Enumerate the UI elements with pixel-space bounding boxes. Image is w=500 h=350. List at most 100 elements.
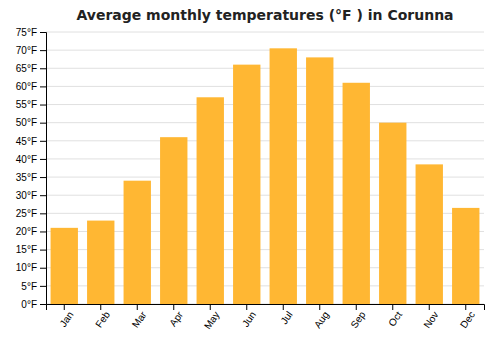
tick: Apr — [167, 304, 185, 328]
tick-label: Nov — [421, 309, 440, 330]
tick-label: Jul — [278, 309, 294, 326]
bar — [416, 164, 443, 304]
plot: 0°F 5°F 10°F 15°F 20°F 25°F 30°F 35°F 40°F 45°F 50… — [16, 27, 485, 331]
tick: Nov — [421, 304, 440, 330]
tick-label: Apr — [167, 309, 185, 329]
tick: 35°F — [16, 172, 46, 183]
tick-mark — [137, 304, 138, 310]
tick: 75°F — [16, 27, 46, 38]
grid-line — [46, 68, 484, 69]
tick-mark — [429, 304, 430, 310]
bar — [233, 65, 260, 304]
bar — [306, 57, 333, 304]
axis-line — [47, 305, 485, 311]
tick-mark — [392, 304, 393, 310]
tick-mark — [40, 195, 46, 196]
tick-mark — [283, 304, 284, 310]
tick-label: Mar — [130, 309, 149, 330]
tick-mark — [40, 250, 46, 251]
tick-mark — [40, 268, 46, 269]
tick: 45°F — [16, 136, 46, 147]
bar — [343, 83, 370, 304]
grid-line — [46, 122, 484, 123]
bar — [452, 208, 479, 304]
tick: 55°F — [16, 99, 46, 110]
tick-mark — [246, 304, 247, 310]
tick: 50°F — [16, 117, 46, 128]
tick: 70°F — [16, 45, 46, 56]
tick-mark — [64, 304, 65, 310]
tick-mark — [40, 286, 46, 287]
bars — [51, 48, 480, 304]
tick: Jul — [278, 304, 294, 326]
tick: 20°F — [16, 226, 46, 237]
tick-label: 25°F — [16, 208, 37, 219]
tick-label: 40°F — [16, 154, 37, 165]
tick-label: 75°F — [16, 27, 37, 38]
tick-mark — [40, 32, 46, 33]
bar — [87, 221, 114, 304]
bar — [379, 123, 406, 304]
bar — [160, 137, 187, 304]
tick-mark — [40, 141, 46, 142]
tick-label: 20°F — [16, 226, 37, 237]
tick: 40°F — [16, 154, 46, 165]
tick: 30°F — [16, 190, 46, 201]
tick-label: 15°F — [16, 244, 37, 255]
tick-label: Jan — [57, 309, 75, 329]
tick-mark — [40, 123, 46, 124]
tick: 5°F — [21, 281, 46, 292]
tick: Oct — [386, 304, 404, 328]
tick: Dec — [458, 304, 477, 330]
grid — [46, 32, 484, 304]
bar — [51, 228, 78, 304]
tick: 65°F — [16, 63, 46, 74]
tick-label: 50°F — [16, 117, 37, 128]
tick: 25°F — [16, 208, 46, 219]
title: Average monthly temperatures (°F ) in Co… — [76, 7, 453, 23]
grid-line — [46, 50, 484, 51]
tick-label: Oct — [386, 309, 404, 328]
tick-mark — [40, 304, 46, 305]
tick-label: 65°F — [16, 63, 37, 74]
tick: Feb — [93, 304, 112, 330]
tick-mark — [173, 304, 174, 310]
tick-label: 0°F — [21, 299, 37, 310]
tick-mark — [40, 159, 46, 160]
tick-label: 35°F — [16, 172, 37, 183]
tick-mark — [100, 304, 101, 310]
tick-mark — [319, 304, 320, 310]
tick-mark — [40, 105, 46, 106]
grid-line — [46, 158, 484, 159]
tick-mark — [356, 304, 357, 310]
bar — [124, 181, 151, 304]
axis-line — [40, 33, 47, 305]
tick-label: May — [202, 309, 222, 331]
tick-mark — [40, 177, 46, 178]
chart: 0°F 5°F 10°F 15°F 20°F 25°F 30°F 35°F 40°F 45°F 50… — [0, 0, 500, 350]
tick-label: 70°F — [16, 45, 37, 56]
tick-label: 10°F — [16, 262, 37, 273]
grid-line — [46, 32, 484, 33]
tick: 10°F — [16, 262, 46, 273]
grid-line — [46, 104, 484, 105]
tick-mark — [40, 213, 46, 214]
bar — [270, 48, 297, 304]
tick-mark — [40, 50, 46, 51]
grid-line — [46, 86, 484, 87]
y-axis: 0°F 5°F 10°F 15°F 20°F 25°F 30°F 35°F 40°F 45°F 50… — [16, 27, 47, 310]
tick-label: 5°F — [21, 281, 37, 292]
tick: Aug — [312, 304, 331, 330]
x-axis: Jan Feb Mar Apr May Jun Jul Aug Sep Oct Nov Dec — [47, 304, 485, 331]
tick-label: Sep — [348, 309, 367, 330]
tick-mark — [465, 304, 466, 310]
tick: 60°F — [16, 81, 46, 92]
tick-label: Jun — [240, 309, 258, 329]
tick: Sep — [348, 304, 367, 330]
tick-label: Aug — [312, 309, 331, 330]
tick-label: 55°F — [16, 99, 37, 110]
tick-label: Dec — [458, 309, 477, 330]
tick-mark — [40, 68, 46, 69]
tick-label: Feb — [93, 309, 112, 330]
tick: 15°F — [16, 244, 46, 255]
